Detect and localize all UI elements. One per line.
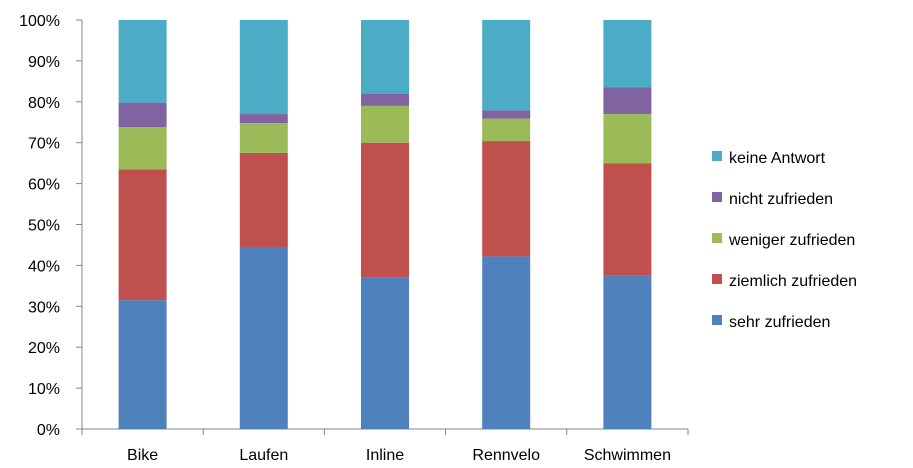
- legend-swatch: [712, 315, 722, 325]
- bar-segment: [603, 114, 652, 164]
- bar-segment: [118, 102, 167, 128]
- bar-segment: [361, 277, 409, 429]
- bar-segment: [603, 20, 652, 88]
- y-tick-label: 80%: [28, 95, 60, 112]
- y-tick-label: 90%: [28, 54, 60, 71]
- y-tick-label: 100%: [19, 13, 60, 30]
- x-tick-label: Inline: [366, 447, 404, 464]
- bar-segment: [482, 141, 531, 257]
- bar-segment: [482, 110, 531, 119]
- bar-segment: [118, 169, 167, 301]
- legend-swatch: [712, 192, 722, 202]
- bar-segment: [603, 87, 652, 115]
- y-tick-label: 30%: [28, 299, 60, 316]
- legend-swatch: [712, 233, 722, 243]
- x-tick-label: Bike: [127, 447, 158, 464]
- bar-segment: [239, 152, 288, 247]
- x-axis: Bike Laufen Inline Rennvelo Schwimmen: [81, 428, 689, 464]
- legend-label: ziemlich zufrieden: [729, 273, 857, 290]
- bar-segment: [361, 93, 409, 106]
- legend-label: sehr zufrieden: [729, 314, 830, 331]
- y-axis: 0% 10% 20% 30% 40% 50% 60% 70% 80% 90% 100%: [19, 13, 83, 439]
- bar-segment: [361, 20, 409, 94]
- y-tick-label: 10%: [28, 381, 60, 398]
- y-tick-label: 20%: [28, 340, 60, 357]
- bar-segment: [118, 127, 167, 170]
- legend: keine Antwort nicht zufrieden weniger zufr…: [712, 150, 857, 331]
- legend-label: weniger zufrieden: [728, 232, 855, 249]
- bar-segment: [361, 105, 409, 143]
- bar-segment: [239, 20, 288, 115]
- x-tick-label: Rennvelo: [472, 447, 540, 464]
- legend-swatch: [712, 151, 722, 161]
- bar-segment: [482, 20, 531, 111]
- y-tick-label: 0%: [37, 422, 60, 439]
- x-tick-label: Laufen: [239, 447, 288, 464]
- legend-swatch: [712, 274, 722, 284]
- bar-segment: [118, 20, 167, 103]
- legend-label: nicht zufrieden: [729, 191, 833, 208]
- bar-segment: [482, 256, 531, 429]
- y-tick-label: 50%: [28, 218, 60, 235]
- bar-segment: [603, 275, 652, 429]
- bar-segment: [239, 114, 288, 124]
- bar-segment: [118, 300, 167, 429]
- y-tick-label: 60%: [28, 177, 60, 194]
- bar-segment: [603, 163, 652, 276]
- x-tick-label: Schwimmen: [584, 447, 671, 464]
- bars: [118, 20, 652, 429]
- bar-segment: [482, 118, 531, 142]
- bar-segment: [361, 142, 409, 278]
- bar-segment: [239, 123, 288, 153]
- legend-label: keine Antwort: [729, 150, 826, 167]
- y-tick-label: 40%: [28, 258, 60, 275]
- y-tick-label: 70%: [28, 136, 60, 153]
- bar-segment: [239, 246, 288, 429]
